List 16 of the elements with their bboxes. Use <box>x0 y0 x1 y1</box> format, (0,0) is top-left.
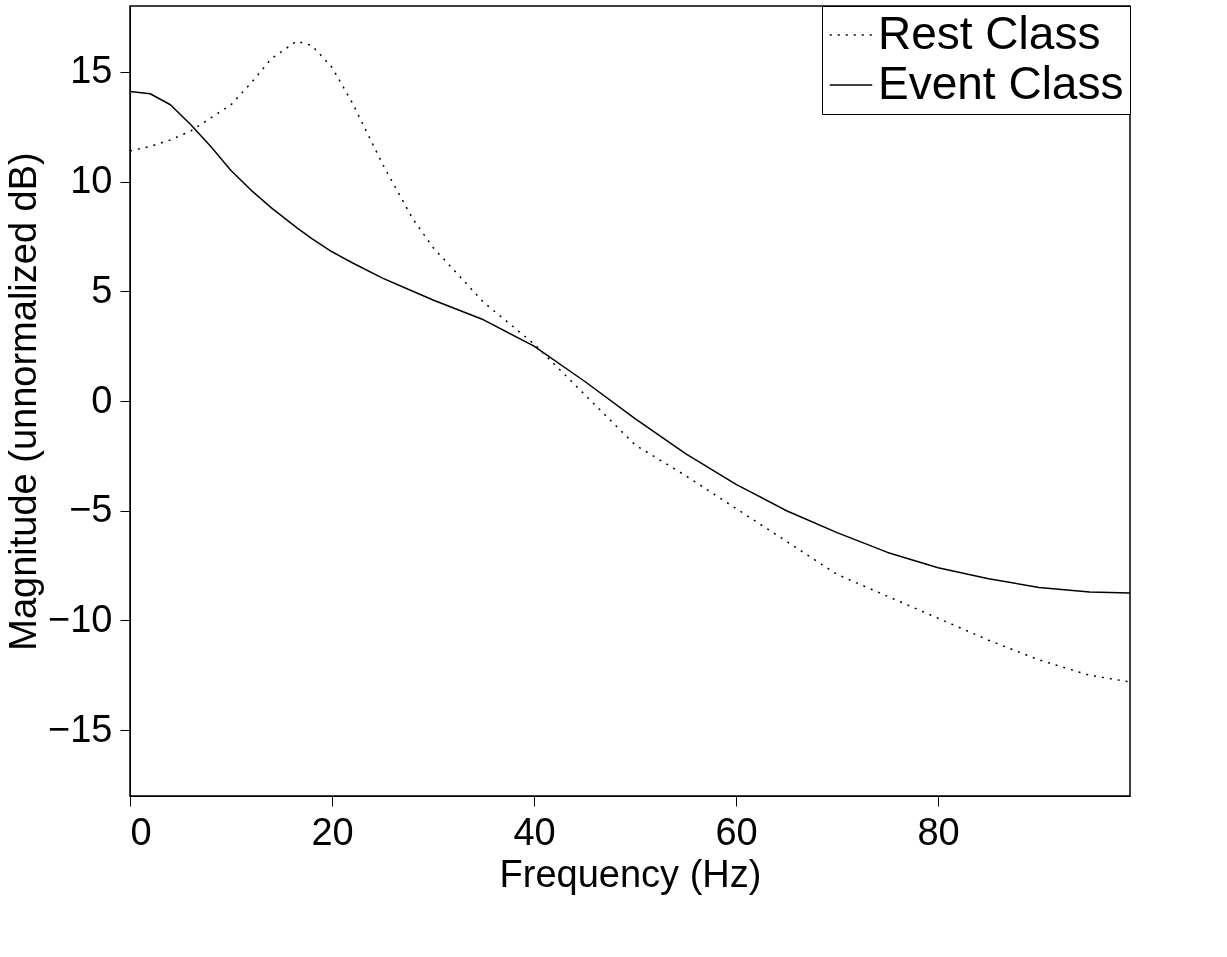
legend-label: Event Class <box>878 57 1124 109</box>
y-tick-label: 5 <box>91 268 113 311</box>
y-tick-label: 15 <box>70 49 113 92</box>
x-tick-label: 80 <box>917 810 960 853</box>
y-tick-label: −10 <box>48 597 113 640</box>
y-tick-label: −5 <box>69 488 113 531</box>
x-axis-title: Frequency (Hz) <box>499 852 762 895</box>
x-tick-label: 40 <box>513 810 556 853</box>
y-tick-label: 0 <box>91 378 113 421</box>
x-tick-label: 60 <box>715 810 758 853</box>
y-axis-title: Magnitude (unnormalized dB) <box>2 152 45 651</box>
legend-label: Rest Class <box>878 7 1101 59</box>
y-tick-label: 10 <box>70 159 113 202</box>
x-tick-label: 20 <box>311 810 354 853</box>
y-tick-label: −15 <box>48 707 113 750</box>
x-tick-label: 0 <box>130 810 152 853</box>
